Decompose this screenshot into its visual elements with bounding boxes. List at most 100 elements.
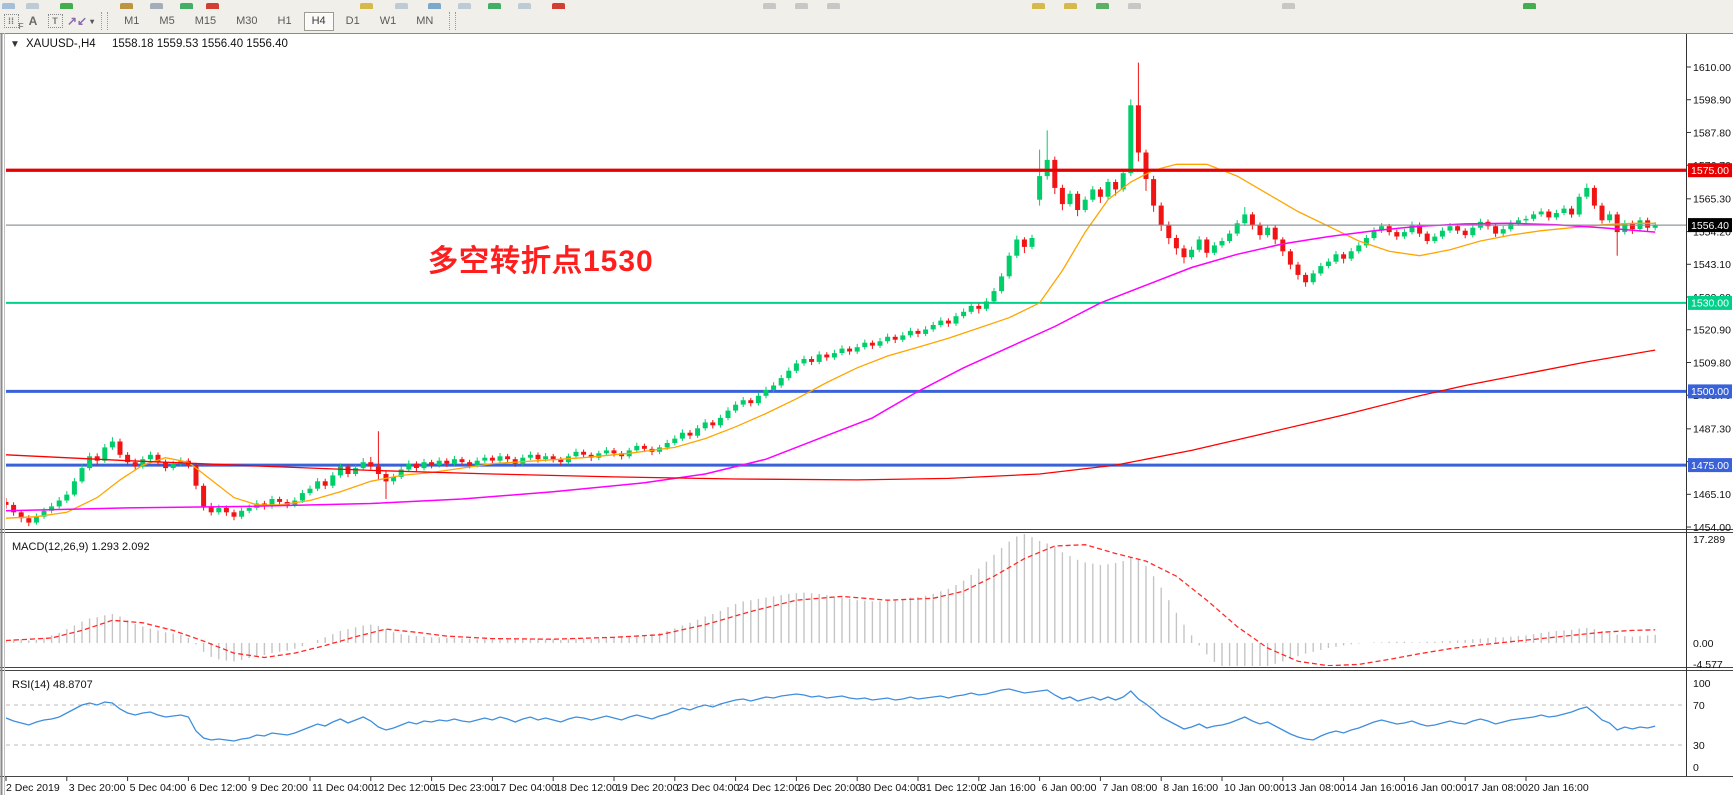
toolbar-grip-handle-2[interactable] [449,12,457,30]
toolbar-icon-partial[interactable] [488,3,501,9]
toolbar-icon-partial[interactable] [2,3,15,9]
toolbar-icon-partial[interactable] [395,3,408,9]
timeframe-button-m15[interactable]: M15 [194,15,217,27]
chart-text-annotation[interactable]: 多空转折点1530 [428,245,654,278]
rsi-line [6,688,1656,742]
toolbar-icon-partial[interactable] [795,3,808,9]
toolbar-icon-partial[interactable] [552,3,565,9]
svg-text:1465.10: 1465.10 [1693,489,1731,501]
toolbar-icon-partial[interactable] [1096,3,1109,9]
toolbar-icon-partial[interactable] [1032,3,1045,9]
svg-text:10 Jan 00:00: 10 Jan 00:00 [1224,782,1285,794]
toolbar-icon-partial[interactable] [1064,3,1077,9]
fibonacci-tool-button[interactable]: ⁞⁞ F [1,12,24,31]
svg-text:1610.00: 1610.00 [1693,62,1731,74]
toolbar-icon-partial[interactable] [26,3,39,9]
ma-fast-orange-line [6,163,1656,519]
rsi-indicator-label: RSI(14) 48.8707 [12,679,93,691]
toolbar-icon-partial[interactable] [150,3,163,9]
svg-text:31 Dec 12:00: 31 Dec 12:00 [920,782,983,794]
timeframe-button-h1[interactable]: H1 [277,15,292,27]
price-badge-1500.00 [1688,384,1732,399]
macd-indicator-label: MACD(12,26,9) 1.293 2.092 [12,541,150,553]
svg-text:20 Jan 16:00: 20 Jan 16:00 [1528,782,1589,794]
svg-text:7 Jan 08:00: 7 Jan 08:00 [1102,782,1157,794]
svg-text:5 Dec 04:00: 5 Dec 04:00 [130,782,187,794]
price-badge-1556.40 [1688,218,1732,233]
panel-borders [0,33,1733,795]
macd-signal-line [6,544,1656,666]
toolbar-main-row: ⁞⁞ F A T ↗↙ ▾ M1 M5 M15 M30 H1 H4 D1 W1 MN [0,9,1733,34]
svg-text:1575.00: 1575.00 [1691,165,1729,177]
timeframe-button-w1[interactable]: W1 [379,15,397,27]
price-badge-1475.00 [1688,458,1732,473]
toolbar-icon-partial[interactable] [1128,3,1141,9]
svg-text:8 Jan 16:00: 8 Jan 16:00 [1163,782,1218,794]
svg-text:13 Jan 08:00: 13 Jan 08:00 [1285,782,1346,794]
timeframe-button-m30[interactable]: M30 [236,15,258,27]
text-tool-button[interactable]: A [23,12,43,30]
indicator-axis-labels: 17.289 0.00 -4.577 100 70 30 0 [1693,534,1725,774]
chart-ohlc-values: 1558.18 1559.53 1556.40 1556.40 [112,38,288,50]
svg-text:23 Dec 04:00: 23 Dec 04:00 [677,782,740,794]
chart-plot-area[interactable] [6,34,1686,776]
toolbar-icon-partial[interactable] [180,3,193,9]
toolbar-icon-partial[interactable] [120,3,133,9]
svg-text:6 Dec 12:00: 6 Dec 12:00 [190,782,247,794]
svg-text:12 Dec 12:00: 12 Dec 12:00 [373,782,436,794]
svg-text:1565.30: 1565.30 [1693,194,1731,206]
toolbar-icon-partial[interactable] [1282,3,1295,9]
timeframe-button-d1[interactable]: D1 [345,15,360,27]
svg-text:19 Dec 20:00: 19 Dec 20:00 [616,782,679,794]
svg-text:17 Dec 04:00: 17 Dec 04:00 [494,782,557,794]
toolbar-grip-handle[interactable] [101,12,109,30]
arrows-tool-button[interactable]: ↗↙ ▾ [67,12,94,30]
arrows-icon: ↗↙ [67,14,88,28]
price-badge-1530.00 [1688,295,1732,310]
toolbar-icon-partial[interactable] [763,3,776,9]
toolbar-icon-partial[interactable] [1523,3,1536,9]
svg-text:6 Jan 00:00: 6 Jan 00:00 [1042,782,1097,794]
svg-text:0: 0 [1693,762,1699,774]
toolbar-icon-partial[interactable] [428,3,441,9]
toolbar-icon-partial[interactable] [458,3,471,9]
svg-text:3 Dec 20:00: 3 Dec 20:00 [69,782,126,794]
toolbar-icon-partial[interactable] [360,3,373,9]
svg-text:2 Dec 2019: 2 Dec 2019 [6,782,60,794]
toolbar-icon-partial[interactable] [60,3,73,9]
svg-text:17 Jan 08:00: 17 Jan 08:00 [1467,782,1528,794]
toolbar-icon-partial[interactable] [206,3,219,9]
svg-text:1487.30: 1487.30 [1693,424,1731,436]
svg-text:1500.00: 1500.00 [1691,386,1729,398]
timeframe-button-group: M1 M5 M15 M30 H1 H4 D1 W1 MN [114,11,443,31]
timeframe-button-h4[interactable]: H4 [303,11,334,31]
fibonacci-grid-icon: ⁞⁞ F [3,14,24,31]
price-axis[interactable]: 1610.001598.901587.801576.701565.301554.… [1686,62,1731,534]
time-axis[interactable]: 2 Dec 2019 3 Dec 20:00 5 Dec 04:00 6 Dec 12… [5,777,1589,794]
svg-text:1475.00: 1475.00 [1691,460,1729,472]
svg-text:16 Jan 00:00: 16 Jan 00:00 [1406,782,1467,794]
ma-slow-red-line [6,349,1656,481]
macd-histogram [6,534,1656,666]
text-label-icon: T [47,14,63,28]
timeframe-button-m1[interactable]: M1 [124,15,140,27]
toolbar-icon-partial[interactable] [827,3,840,9]
svg-text:100: 100 [1693,678,1711,690]
timeframe-button-m5[interactable]: M5 [159,15,175,27]
svg-text:1454.00: 1454.00 [1693,522,1731,534]
svg-text:70: 70 [1693,700,1705,712]
svg-text:17.289: 17.289 [1693,534,1725,546]
svg-text:15 Dec 23:00: 15 Dec 23:00 [434,782,497,794]
svg-text:26 Dec 20:00: 26 Dec 20:00 [798,782,861,794]
price-axis-badges: 1575.00 1556.40 1530.00 1500.00 1475.00 [1688,163,1732,473]
svg-text:30: 30 [1693,740,1705,752]
symbol-dropdown-icon[interactable]: ▼ [10,39,20,50]
svg-text:30 Dec 04:00: 30 Dec 04:00 [859,782,922,794]
svg-text:9 Dec 20:00: 9 Dec 20:00 [251,782,308,794]
text-label-tool-button[interactable]: T [45,12,65,30]
toolbar-icon-partial[interactable] [518,3,531,9]
timeframe-button-mn[interactable]: MN [416,15,434,27]
svg-text:24 Dec 12:00: 24 Dec 12:00 [738,782,801,794]
